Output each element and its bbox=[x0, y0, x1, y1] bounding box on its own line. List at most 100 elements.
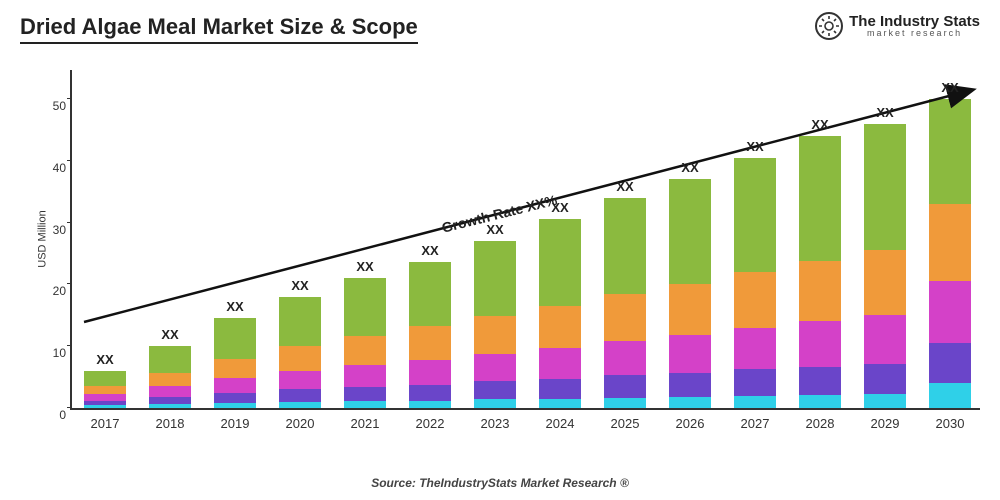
bar-segment bbox=[474, 241, 516, 316]
bar-group bbox=[669, 179, 711, 408]
bar-segment bbox=[149, 346, 191, 373]
x-tick-label: 2027 bbox=[741, 416, 770, 431]
bar-value-label: XX bbox=[811, 117, 828, 132]
bar-segment bbox=[734, 396, 776, 408]
bar-segment bbox=[409, 360, 451, 385]
bar-group bbox=[344, 278, 386, 408]
bar-segment bbox=[344, 336, 386, 366]
bar-segment bbox=[669, 397, 711, 408]
bar-segment bbox=[344, 401, 386, 408]
bar-group bbox=[864, 124, 906, 408]
bar-value-label: XX bbox=[421, 243, 438, 258]
bar-value-label: XX bbox=[681, 160, 698, 175]
bar-segment bbox=[279, 346, 321, 371]
bar-segment bbox=[864, 364, 906, 394]
x-tick-label: 2018 bbox=[156, 416, 185, 431]
bar-segment bbox=[149, 373, 191, 387]
bar-segment bbox=[604, 198, 646, 294]
bar-segment bbox=[669, 335, 711, 373]
bar-segment bbox=[864, 315, 906, 363]
bar-segment bbox=[929, 281, 971, 343]
plot-area: USD Million Growth Rate XX% 010203040502… bbox=[70, 70, 980, 410]
y-tick-label: 20 bbox=[36, 284, 66, 298]
bar-group bbox=[734, 158, 776, 408]
y-axis-label: USD Million bbox=[37, 210, 49, 267]
bar-segment bbox=[734, 369, 776, 396]
bar-value-label: XX bbox=[616, 179, 633, 194]
y-tick-label: 40 bbox=[36, 161, 66, 175]
bar-segment bbox=[929, 343, 971, 383]
bar-group bbox=[84, 371, 126, 408]
bars-container bbox=[72, 68, 982, 408]
bar-segment bbox=[214, 393, 256, 403]
bar-segment bbox=[604, 398, 646, 409]
bar-segment bbox=[344, 365, 386, 387]
x-tick-label: 2017 bbox=[91, 416, 120, 431]
bar-segment bbox=[344, 387, 386, 401]
bar-segment bbox=[84, 405, 126, 408]
bar-segment bbox=[799, 367, 841, 395]
bar-segment bbox=[539, 379, 581, 399]
bar-segment bbox=[279, 371, 321, 390]
bar-segment bbox=[929, 204, 971, 281]
bar-segment bbox=[539, 348, 581, 379]
bar-segment bbox=[84, 386, 126, 394]
bar-segment bbox=[669, 179, 711, 283]
x-tick-label: 2020 bbox=[286, 416, 315, 431]
x-tick-label: 2029 bbox=[871, 416, 900, 431]
bar-segment bbox=[474, 381, 516, 399]
y-tick-label: 10 bbox=[36, 346, 66, 360]
y-tick-label: 30 bbox=[36, 223, 66, 237]
bar-segment bbox=[149, 386, 191, 397]
bar-segment bbox=[214, 403, 256, 408]
bar-group bbox=[149, 346, 191, 408]
bar-segment bbox=[799, 321, 841, 366]
bar-segment bbox=[539, 219, 581, 306]
logo-text-line2: market research bbox=[849, 29, 980, 38]
x-tick-label: 2024 bbox=[546, 416, 575, 431]
x-tick-label: 2022 bbox=[416, 416, 445, 431]
bar-group bbox=[929, 99, 971, 408]
y-tick-mark bbox=[67, 283, 72, 284]
bar-segment bbox=[669, 373, 711, 397]
bar-segment bbox=[214, 318, 256, 358]
bar-value-label: XX bbox=[96, 352, 113, 367]
bar-segment bbox=[604, 341, 646, 376]
bar-segment bbox=[864, 394, 906, 408]
bar-segment bbox=[734, 158, 776, 272]
bar-segment bbox=[799, 395, 841, 408]
bar-segment bbox=[279, 389, 321, 401]
chart-area: USD Million Growth Rate XX% 010203040502… bbox=[70, 70, 980, 440]
gear-icon bbox=[815, 12, 843, 40]
chart-title: Dried Algae Meal Market Size & Scope bbox=[20, 14, 418, 44]
x-tick-label: 2030 bbox=[936, 416, 965, 431]
bar-value-label: XX bbox=[876, 105, 893, 120]
bar-segment bbox=[734, 328, 776, 369]
bar-group bbox=[539, 219, 581, 408]
logo-text-line1: The Industry Stats bbox=[849, 14, 980, 29]
bar-segment bbox=[279, 402, 321, 408]
y-tick-mark bbox=[67, 345, 72, 346]
bar-segment bbox=[149, 404, 191, 408]
bar-segment bbox=[214, 378, 256, 393]
bar-segment bbox=[279, 297, 321, 346]
bar-value-label: XX bbox=[226, 299, 243, 314]
bar-segment bbox=[604, 375, 646, 397]
bar-group bbox=[214, 318, 256, 408]
bar-segment bbox=[539, 306, 581, 348]
x-tick-label: 2021 bbox=[351, 416, 380, 431]
bar-segment bbox=[929, 99, 971, 204]
bar-group bbox=[474, 241, 516, 408]
bar-segment bbox=[409, 262, 451, 326]
x-tick-label: 2026 bbox=[676, 416, 705, 431]
bar-segment bbox=[604, 294, 646, 341]
bar-segment bbox=[929, 383, 971, 408]
bar-segment bbox=[799, 136, 841, 261]
bar-segment bbox=[539, 399, 581, 408]
bar-value-label: XX bbox=[486, 222, 503, 237]
y-tick-label: 50 bbox=[36, 99, 66, 113]
bar-segment bbox=[214, 359, 256, 379]
bar-segment bbox=[149, 397, 191, 404]
bar-segment bbox=[669, 284, 711, 335]
bar-value-label: XX bbox=[551, 200, 568, 215]
